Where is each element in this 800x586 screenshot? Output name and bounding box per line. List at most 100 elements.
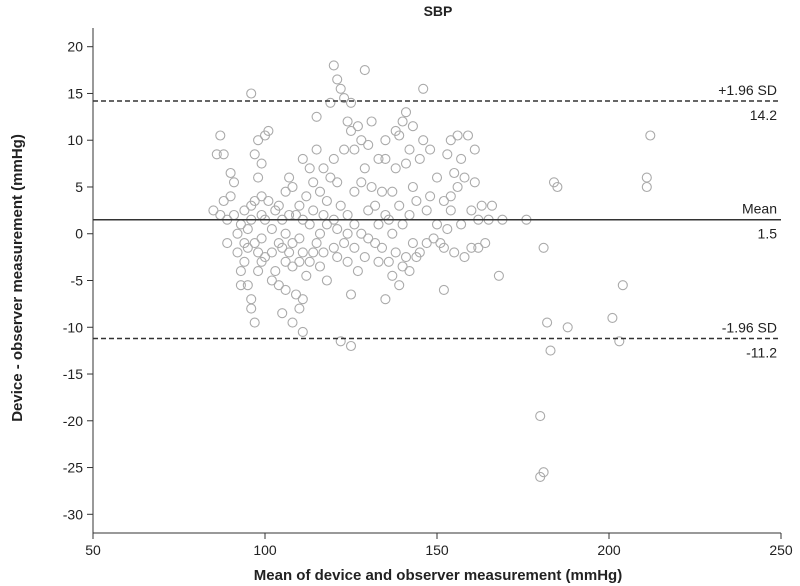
data-point: [339, 238, 350, 249]
data-point: [215, 130, 226, 141]
x-tick-label: 250: [769, 542, 793, 558]
data-point: [249, 195, 260, 207]
data-point: [232, 228, 243, 239]
data-point: [363, 205, 374, 216]
y-tick-label: 5: [75, 179, 83, 195]
data-point: [363, 139, 374, 150]
data-point: [407, 238, 418, 249]
y-tick-label: 0: [75, 226, 83, 242]
data-point: [469, 144, 480, 155]
data-point: [242, 224, 253, 235]
data-point: [387, 228, 398, 239]
data-point: [211, 149, 222, 160]
data-point: [208, 205, 219, 216]
data-point: [438, 195, 449, 207]
data-point: [359, 163, 370, 174]
scatter-points: [208, 60, 656, 482]
data-point: [356, 228, 367, 239]
data-point: [380, 135, 391, 146]
data-point: [253, 266, 264, 277]
data-point: [407, 181, 418, 193]
data-point: [452, 130, 463, 141]
data-point: [239, 205, 250, 216]
data-point: [552, 181, 563, 193]
data-point: [394, 200, 405, 211]
data-point: [370, 200, 381, 211]
data-point: [280, 256, 291, 267]
data-point: [363, 233, 374, 244]
data-point: [493, 270, 504, 281]
data-point: [273, 280, 284, 291]
reference-line-value: -11.2: [746, 344, 777, 360]
data-point: [545, 345, 556, 356]
y-tick-label: -25: [63, 460, 83, 476]
data-point: [390, 247, 401, 258]
data-point: [328, 242, 339, 253]
y-tick-label: 10: [67, 132, 83, 148]
data-point: [349, 144, 360, 155]
data-point: [249, 238, 260, 249]
data-point: [263, 195, 274, 207]
data-point: [242, 280, 253, 291]
reference-line-label: -1.96 SD: [722, 319, 777, 335]
data-point: [431, 219, 443, 230]
reference-line-value: 1.5: [758, 226, 778, 242]
data-point: [304, 219, 315, 230]
data-point: [345, 340, 357, 352]
data-point: [645, 130, 656, 141]
data-point: [266, 247, 277, 258]
data-point: [349, 219, 360, 230]
data-point: [222, 238, 233, 249]
data-point: [273, 200, 284, 211]
data-point: [370, 238, 381, 249]
data-point: [263, 125, 274, 136]
data-point: [387, 270, 398, 281]
data-point: [356, 177, 367, 188]
data-point: [404, 209, 415, 221]
data-point: [246, 294, 257, 305]
data-point: [456, 219, 467, 230]
data-point: [404, 266, 415, 277]
data-point: [249, 317, 260, 328]
data-point: [445, 191, 456, 202]
data-point: [239, 256, 250, 267]
data-point: [332, 74, 343, 85]
data-point: [294, 256, 305, 267]
data-point: [249, 149, 260, 160]
data-point: [349, 186, 360, 197]
data-point: [277, 308, 288, 319]
data-point: [383, 256, 394, 267]
data-point: [301, 191, 312, 202]
data-point: [287, 317, 298, 328]
data-point: [397, 219, 408, 230]
data-point: [414, 247, 425, 258]
data-point: [449, 247, 460, 258]
data-point: [266, 275, 277, 286]
data-point: [376, 242, 388, 253]
data-point: [456, 153, 467, 164]
data-point: [390, 163, 401, 174]
data-point: [394, 280, 405, 291]
data-point: [308, 205, 319, 216]
data-point: [438, 284, 449, 295]
data-point: [480, 238, 491, 249]
data-point: [345, 97, 357, 108]
data-point: [469, 177, 480, 188]
data-point: [287, 181, 298, 193]
data-point: [332, 224, 343, 235]
data-point: [314, 228, 326, 239]
data-point: [356, 135, 367, 146]
data-point: [535, 411, 546, 422]
data-point: [421, 205, 432, 216]
data-point: [380, 153, 391, 164]
data-point: [486, 200, 498, 211]
data-point: [452, 181, 463, 193]
data-point: [280, 228, 291, 239]
data-point: [314, 186, 326, 197]
data-point: [253, 247, 264, 258]
data-point: [297, 247, 308, 258]
data-point: [366, 116, 377, 127]
data-point: [246, 303, 257, 314]
data-point: [562, 322, 573, 333]
